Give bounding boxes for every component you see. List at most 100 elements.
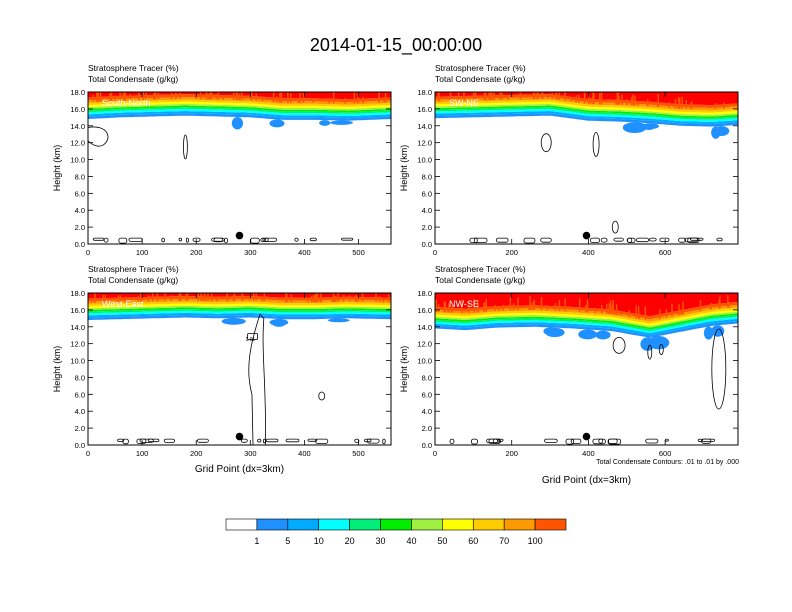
tracer-streak <box>679 97 681 109</box>
contour-loop <box>607 438 622 445</box>
tracer-streak <box>119 295 122 303</box>
tracer-streak <box>154 92 157 100</box>
contour-column <box>248 313 267 445</box>
tracer-streak <box>450 309 453 313</box>
panel-title-line1: Stratosphere Tracer (%) <box>88 264 179 274</box>
contour-loop <box>449 438 455 445</box>
tracer-streak <box>616 92 619 105</box>
tracer-band-6 <box>435 103 738 117</box>
tracer-band-1 <box>88 113 391 121</box>
tracer-band-2 <box>88 312 391 318</box>
x-tick-label: 0 <box>86 449 90 458</box>
tracer-streak <box>529 295 531 310</box>
tracer-patch <box>703 326 714 340</box>
tracer-streak <box>536 92 538 100</box>
tracer-streak <box>207 94 210 100</box>
x-tick-label: 400 <box>298 248 311 257</box>
contour-loop <box>309 237 317 242</box>
tracer-streak <box>170 92 173 100</box>
colorbar-swatch <box>442 518 474 531</box>
contour-cloud <box>88 126 109 147</box>
tracer-streak <box>355 295 357 302</box>
tracer-streak <box>312 98 314 103</box>
tracer-band-4 <box>435 315 738 331</box>
contour-loop <box>608 438 618 444</box>
tracer-streak <box>328 98 330 104</box>
tracer-streak <box>302 93 305 103</box>
contour-loop <box>262 237 278 242</box>
contour-loop <box>716 237 723 242</box>
tracer-streak <box>585 305 587 313</box>
tracer-streak <box>677 97 680 109</box>
tracer-streak <box>388 294 390 303</box>
tracer-streak <box>593 93 595 104</box>
y-tick-label: 8.0 <box>422 373 432 382</box>
tracer-streak <box>681 96 683 109</box>
tracer-streak <box>617 310 619 316</box>
tracer-band-10 <box>435 94 738 108</box>
tracer-streak <box>609 300 612 314</box>
tracer-streak <box>546 306 549 311</box>
y-tick-label: 8.0 <box>75 172 85 181</box>
tracer-streak <box>718 300 720 309</box>
tracer-streak <box>690 101 693 110</box>
panel-title-line2: Total Condensate (g/kg) <box>88 275 178 285</box>
tracer-streak <box>279 92 281 103</box>
tracer-streak <box>451 304 454 313</box>
colorbar-swatch <box>503 518 536 531</box>
tracer-streak <box>551 92 553 99</box>
tracer-streak <box>517 297 519 311</box>
tracer-band-8 <box>88 301 391 307</box>
tracer-streak <box>584 98 586 104</box>
contour-loop <box>161 237 165 243</box>
tracer-streak <box>723 102 725 109</box>
tracer-streak <box>164 293 166 302</box>
x-tick-label: 0 <box>433 449 437 458</box>
tracer-streak <box>600 92 603 105</box>
panel-nw-se: 0.0 2.0 4.0 6.0 8.0 10.0 12.0 14.0 16.0 18.0 0 200 4… <box>399 264 739 486</box>
tracer-streak <box>109 93 111 101</box>
tracer-streak <box>492 92 495 100</box>
colorbar-swatch <box>380 518 412 531</box>
tracer-streak <box>152 94 155 100</box>
x-tick-label: 0 <box>433 248 437 257</box>
tracer-streak <box>119 92 121 101</box>
tracer-streak <box>124 92 126 101</box>
tracer-streak <box>290 294 293 303</box>
tracer-band-5 <box>88 105 391 113</box>
tracer-streak <box>634 95 636 106</box>
tracer-band-3 <box>435 316 738 334</box>
tracer-streak <box>657 94 659 107</box>
tracer-streak <box>233 293 236 301</box>
y-tick-label: 0.0 <box>75 240 85 249</box>
contour-loop <box>139 438 154 443</box>
tracer-streak <box>533 299 536 310</box>
tracer-streak <box>349 295 351 302</box>
colorbar-label: 60 <box>468 536 478 546</box>
tracer-streak <box>542 92 544 99</box>
y-tick-label: 4.0 <box>422 206 432 215</box>
colorbar-swatch <box>349 518 381 531</box>
tracer-streak <box>608 303 610 314</box>
y-tick-label: 14.0 <box>70 323 85 332</box>
tracer-streak <box>601 305 603 314</box>
y-tick-label: 14.0 <box>417 323 432 332</box>
tracer-streak <box>94 293 96 303</box>
tracer-streak <box>344 98 346 104</box>
tracer-streak <box>612 300 614 315</box>
tracer-streak <box>564 92 566 101</box>
tracer-streak <box>202 295 204 301</box>
y-axis-label: Height (km) <box>399 346 409 393</box>
y-tick-label: 18.0 <box>70 289 85 298</box>
panel-label: South-North <box>102 98 151 108</box>
tracer-field <box>435 92 738 139</box>
y-tick-label: 18.0 <box>417 289 432 298</box>
tracer-streak <box>140 297 143 302</box>
tracer-streak <box>587 95 590 104</box>
y-tick-label: 14.0 <box>417 122 432 131</box>
tracer-streak <box>178 293 180 301</box>
contour-loop <box>697 438 703 443</box>
contour-loop <box>678 237 686 243</box>
tracer-band-9 <box>88 298 391 304</box>
